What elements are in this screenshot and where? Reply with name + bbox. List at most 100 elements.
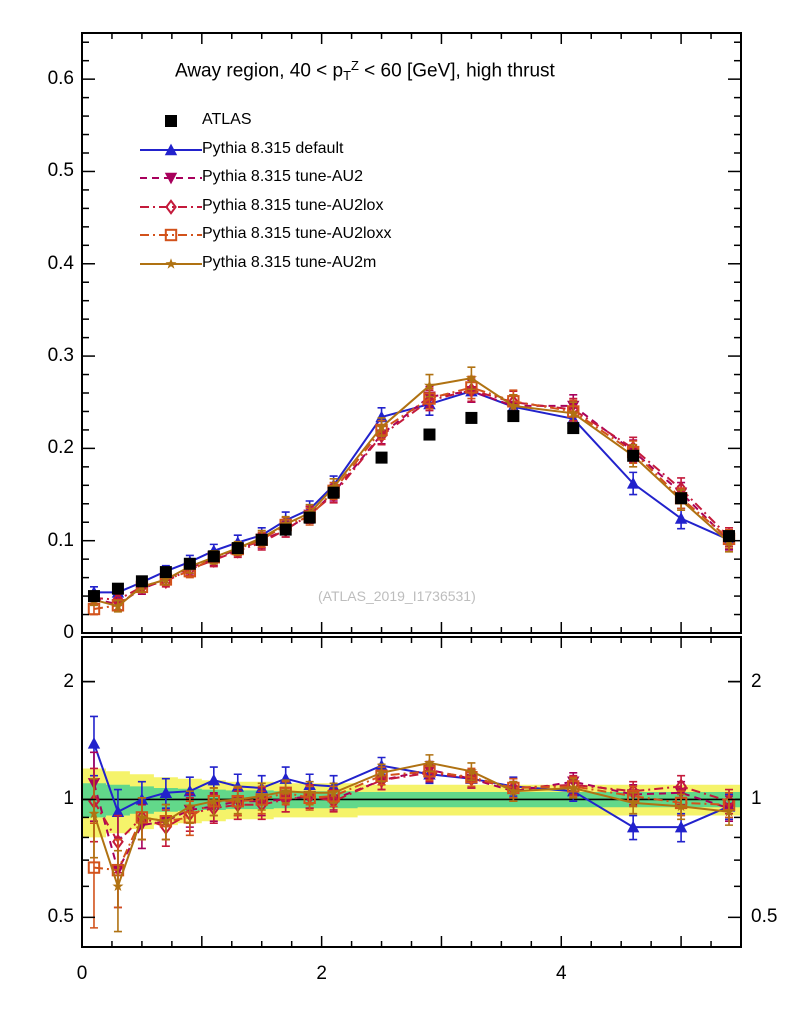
legend-marker-diamond-open [140,198,202,215]
data-marker [279,523,292,536]
data-marker [304,787,316,798]
data-marker [627,449,640,462]
clip-middle [0,634,786,637]
data-marker [465,411,478,424]
data-marker [87,737,101,749]
y-tick-label: 0.4 [47,252,74,274]
ratio-y-tick-label-right: 0.5 [751,906,778,928]
data-marker [507,410,520,423]
data-marker [255,533,268,546]
legend-marker-triangle-up [140,143,202,155]
data-marker [159,566,172,579]
analysis-watermark: (ATLAS_2019_I1736531) [318,588,476,604]
legend-label: Pythia 8.315 tune-AU2 [202,168,363,185]
data-marker [256,790,268,801]
legend-label: ATLAS [202,111,252,128]
data-marker [164,143,178,155]
data-marker [626,820,640,833]
data-marker [674,512,688,524]
ratio-y-tick-label: 0.5 [47,906,74,928]
legend-label: Pythia 8.315 tune-AU2loxx [202,225,392,242]
ratio-band-inner [82,783,741,818]
data-marker [112,880,124,891]
main-series-pythia-8-315-tune-au2loxx [87,375,736,616]
data-marker [375,451,388,464]
data-marker [327,486,340,499]
clip-right [742,0,786,1024]
data-marker [164,228,178,242]
data-marker [183,557,196,570]
data-marker [165,115,177,127]
data-marker [160,573,172,585]
x-tick-label: 4 [555,963,567,984]
data-marker [136,811,148,823]
data-marker [112,600,124,611]
data-marker [723,530,736,543]
y-tick-label: 0 [63,622,74,643]
data-marker [87,590,100,603]
data-marker [207,773,220,786]
y-tick-label: 0.2 [47,437,74,459]
data-marker [376,421,388,432]
legend-marker-triangle-down [140,172,202,185]
data-marker [626,477,640,489]
data-marker [280,785,292,796]
data-marker [376,767,388,778]
legend-marker-square-open [140,228,202,242]
ratio-y-tick-label-right: 2 [751,670,762,692]
data-marker [135,575,148,588]
y-tick-label: 0.6 [47,68,74,90]
legend-marker-star [140,257,202,269]
data-marker [567,407,579,418]
data-marker [164,172,178,185]
ratio-y-tick-label-right: 1 [751,788,762,810]
data-marker [208,795,220,806]
data-marker [280,518,292,529]
data-marker [424,757,435,768]
data-marker [111,805,125,818]
clip-top [0,0,786,33]
data-marker [423,428,436,441]
data-marker [165,198,177,215]
data-marker [424,379,435,391]
y-tick-label: 0.3 [47,345,74,367]
data-marker [165,257,177,269]
ratio-y-tick-label: 2 [63,670,74,692]
data-marker [232,793,244,805]
data-marker [328,787,340,798]
main-series-atlas [87,410,736,603]
data-marker [88,807,100,819]
data-marker [675,800,687,812]
y-tick-label: 0.5 [47,160,74,182]
data-marker [507,785,519,796]
data-marker [207,550,220,563]
data-marker [465,372,477,383]
plot-title-sub: T [343,68,352,84]
data-marker [375,410,388,423]
data-marker [567,782,579,793]
x-tick-label: 0 [76,963,88,984]
data-marker [111,582,124,595]
clip-left [0,0,82,1024]
plot-title-pre: Away region, 40 < p [175,60,344,82]
y-tick-label: 0.1 [47,529,74,551]
data-marker [184,800,196,812]
data-marker [375,772,388,789]
ratio-y-tick-label: 1 [63,788,74,810]
data-marker [675,492,688,505]
legend-label: Pythia 8.315 tune-AU2m [202,253,377,271]
data-marker [674,820,688,833]
ratio-series-pythia-8-315-tune-au2m [88,754,735,933]
legend-label: Pythia 8.315 tune-AU2lox [202,196,384,214]
data-marker [567,422,580,435]
data-marker [328,481,340,492]
data-marker [231,542,244,555]
data-marker [723,806,735,817]
error-bar [113,849,122,933]
data-marker [87,861,101,874]
clip-bottom [0,948,786,1024]
data-marker [507,400,519,411]
plot-title-post: < 60 [GeV], high thrust [358,60,555,82]
data-marker [627,797,639,808]
